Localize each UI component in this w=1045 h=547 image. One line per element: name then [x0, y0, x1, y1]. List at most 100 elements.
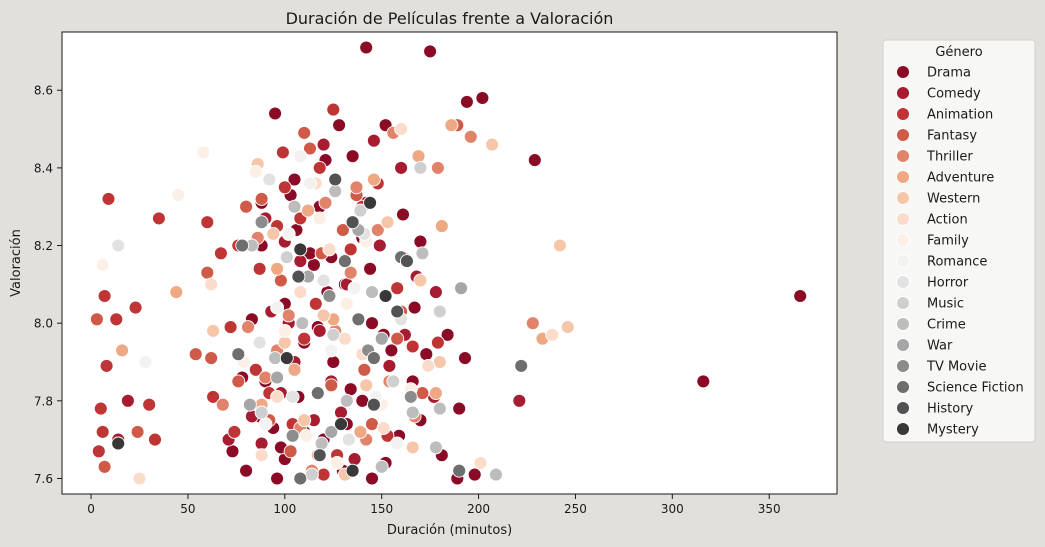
data-point	[390, 304, 405, 319]
data-point	[254, 436, 269, 451]
data-point	[268, 351, 283, 366]
data-point	[527, 153, 542, 168]
legend-title: Género	[935, 45, 982, 60]
data-point	[366, 351, 381, 366]
data-point	[366, 397, 381, 412]
data-point	[120, 393, 135, 408]
data-point	[322, 289, 337, 303]
data-point	[293, 149, 308, 164]
data-point	[351, 312, 366, 327]
data-point	[254, 405, 269, 420]
data-point	[138, 355, 153, 369]
data-point	[279, 250, 294, 265]
data-point	[328, 172, 343, 187]
data-point	[235, 238, 250, 253]
data-point	[262, 172, 277, 187]
data-point	[293, 471, 308, 486]
data-point	[291, 269, 306, 284]
data-point	[316, 308, 331, 323]
data-point	[109, 312, 124, 327]
data-point	[312, 323, 327, 338]
data-point	[324, 378, 339, 393]
data-point	[151, 211, 166, 226]
data-point	[111, 238, 126, 253]
data-point	[326, 355, 341, 369]
legend-entries: Drama Comedy Animation Fantasy Thriller Adven…	[896, 65, 1024, 438]
data-point	[413, 234, 428, 249]
data-point	[428, 440, 443, 455]
data-point	[89, 312, 104, 327]
legend-marker	[896, 212, 910, 226]
data-point	[345, 149, 360, 164]
legend: Género Drama Comedy Animation Fantasy Thrill…	[882, 39, 1036, 443]
data-point	[270, 370, 285, 385]
data-point	[308, 296, 323, 311]
data-point	[270, 300, 285, 315]
data-point	[297, 413, 312, 428]
data-point	[231, 374, 246, 389]
x-tick-label: 100	[273, 502, 296, 516]
data-point	[337, 331, 352, 346]
data-point	[394, 160, 409, 175]
y-axis: 7.6 7.8 8.0 8.2 8.4 8.6	[34, 84, 62, 486]
data-point	[287, 199, 302, 214]
data-point	[97, 459, 112, 474]
legend-label: Thriller	[926, 150, 973, 165]
data-point	[95, 424, 110, 439]
legend-label: Horror	[927, 276, 969, 291]
data-point	[293, 242, 308, 257]
data-point	[396, 207, 410, 222]
data-point	[310, 386, 325, 401]
data-point	[326, 102, 341, 117]
data-point	[303, 141, 317, 156]
data-point	[411, 149, 426, 164]
data-point	[275, 145, 290, 160]
x-tick-label: 250	[564, 502, 587, 516]
data-point	[93, 401, 108, 416]
data-point	[316, 467, 331, 482]
legend-marker	[896, 149, 910, 163]
data-point	[101, 191, 116, 206]
x-tick-label: 350	[758, 502, 781, 516]
data-point	[514, 358, 529, 373]
data-point	[552, 238, 567, 253]
x-axis-label: Duración (minutos)	[387, 523, 512, 538]
data-point	[405, 405, 420, 420]
data-point	[97, 289, 112, 303]
legend-marker	[896, 107, 910, 121]
legend-label: History	[927, 402, 974, 417]
data-point	[485, 137, 500, 152]
data-point	[349, 180, 364, 195]
data-point	[330, 455, 345, 470]
data-point	[430, 335, 445, 350]
legend-marker	[896, 296, 910, 310]
data-point	[444, 118, 459, 133]
data-point	[413, 160, 428, 175]
data-point	[428, 386, 443, 401]
data-point	[390, 281, 405, 296]
data-point	[270, 389, 285, 404]
plot-frame	[61, 31, 838, 495]
legend-label: Animation	[927, 108, 993, 123]
legend-marker	[896, 380, 910, 394]
data-point	[188, 347, 203, 362]
data-point	[335, 223, 350, 237]
data-point	[301, 203, 316, 218]
data-point	[287, 172, 302, 187]
legend-label: Crime	[927, 318, 966, 333]
data-point	[359, 40, 374, 55]
legend-label: Music	[927, 297, 964, 312]
data-points	[89, 40, 808, 486]
data-point	[440, 327, 455, 342]
x-tick-label: 150	[370, 502, 393, 516]
x-tick-label: 0	[87, 502, 95, 516]
data-point	[458, 351, 472, 366]
data-point	[332, 118, 347, 133]
data-point	[312, 211, 327, 226]
data-point	[339, 296, 354, 311]
data-point	[390, 331, 405, 346]
data-point	[281, 226, 296, 241]
data-point	[343, 265, 358, 280]
legend-label: Adventure	[927, 171, 994, 186]
